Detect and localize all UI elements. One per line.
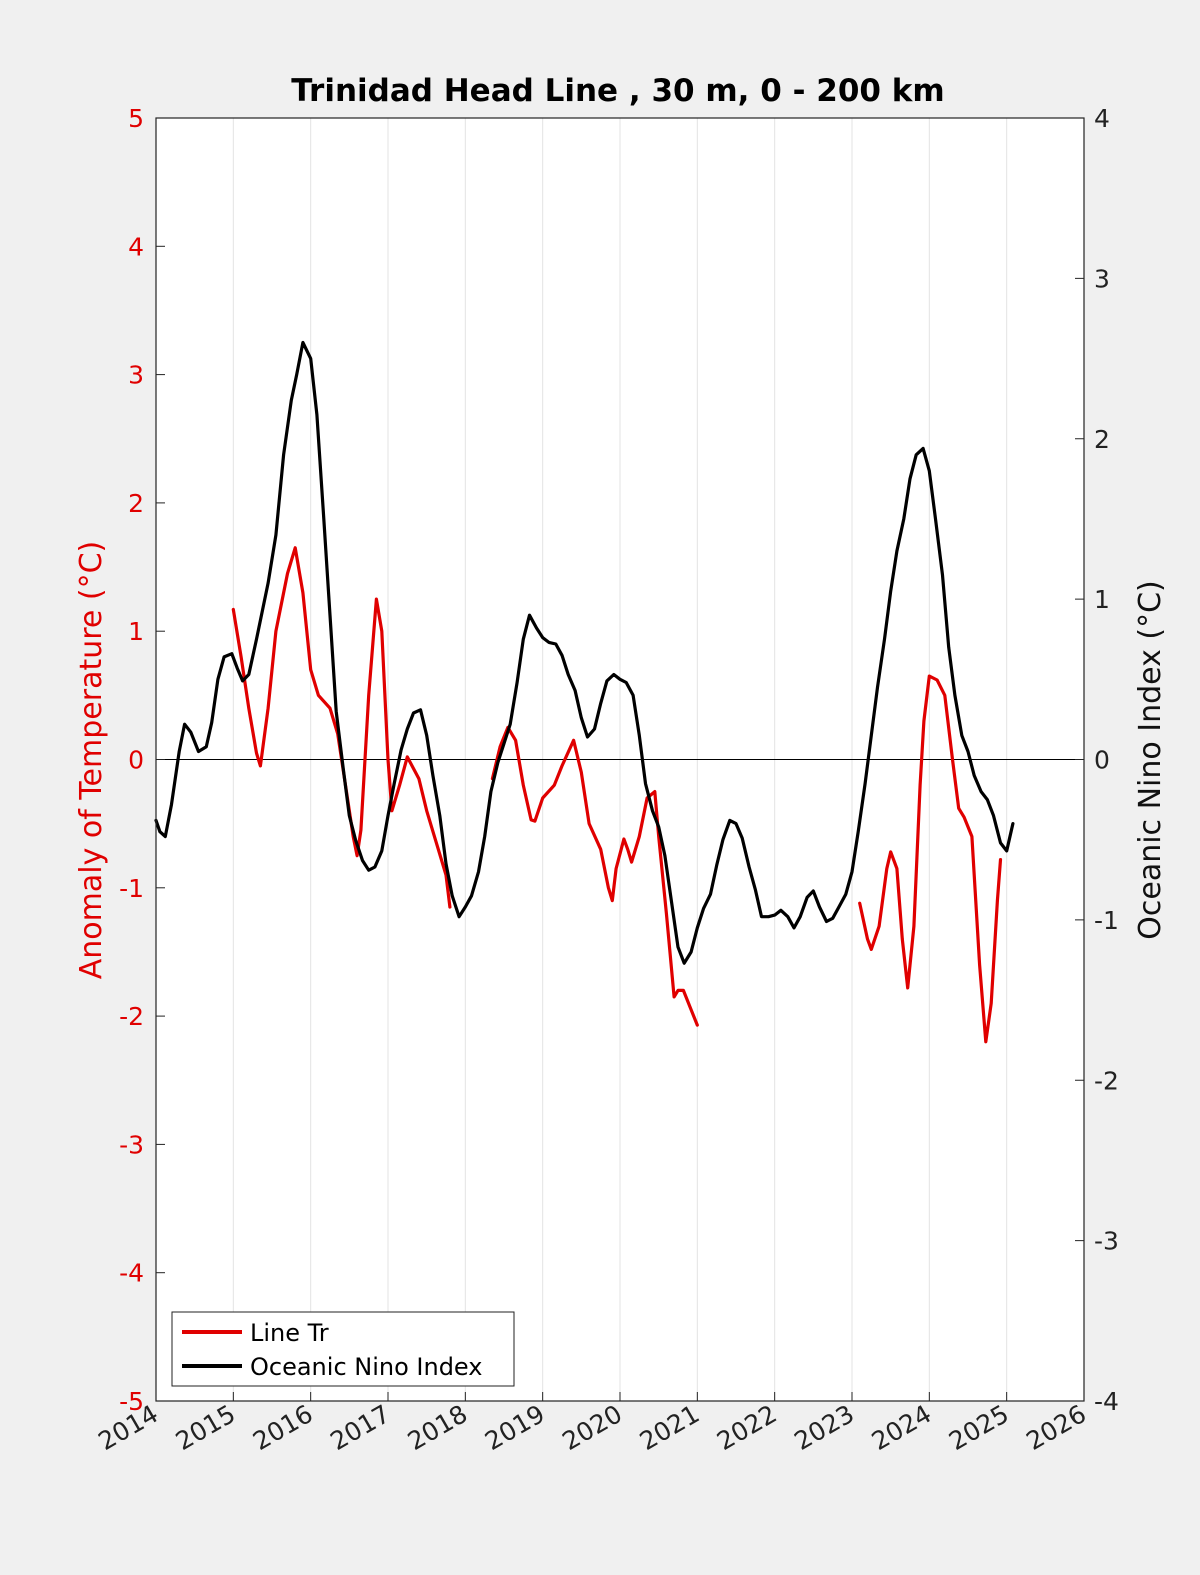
x-tick-label: 2023 (789, 1399, 859, 1456)
left-tick-label: -3 (119, 1130, 144, 1159)
left-tick-label: 0 (128, 746, 144, 775)
x-tick-label: 2017 (325, 1399, 395, 1456)
legend-box (171, 1311, 515, 1387)
left-tick-label: 4 (128, 232, 144, 261)
left-tick-label: 1 (128, 617, 144, 646)
right-tick-label: -2 (1094, 1066, 1119, 1095)
left-tick-label: -1 (119, 874, 144, 903)
series-layer (154, 340, 1015, 1044)
left-tick-label: 5 (128, 104, 144, 133)
left-tick-label: 3 (128, 361, 144, 390)
right-tick-label: 2 (1094, 425, 1110, 454)
x-tick-label: 2015 (171, 1399, 241, 1456)
right-axis-ticks: 4 3 2 1 0 -1 -2 -3 -4 (1075, 104, 1119, 1416)
right-tick-label: -3 (1094, 1227, 1119, 1256)
left-tick-label: -5 (119, 1387, 144, 1416)
x-tick-label: 2024 (867, 1399, 937, 1456)
line-tr-series-line-1 (490, 725, 699, 1027)
right-tick-label: -1 (1094, 906, 1119, 935)
x-tick-label: 2020 (557, 1399, 627, 1456)
x-tick-label: 2019 (480, 1399, 550, 1456)
left-axis-ticks: 5 4 3 2 1 0 -1 -2 -3 -4 -5 (119, 104, 165, 1416)
right-axis-label: Oceanic Nino Index (°C) (1133, 580, 1168, 940)
legend-label-oni: Oceanic Nino Index (250, 1353, 482, 1381)
line-tr-series-line-2 (858, 674, 1003, 1044)
left-tick-label: -2 (119, 1002, 144, 1031)
chart-title: Trinidad Head Line , 30 m, 0 - 200 km (291, 73, 944, 109)
x-tick-label: 2016 (248, 1399, 318, 1456)
right-tick-label: -4 (1094, 1387, 1119, 1416)
left-axis-label: Anomaly of Temperature (°C) (74, 541, 109, 980)
right-tick-label: 3 (1094, 264, 1110, 293)
x-tick-label: 2021 (635, 1399, 705, 1456)
left-tick-label: -4 (119, 1259, 144, 1288)
legend-label-line-tr: Line Tr (250, 1319, 329, 1347)
x-axis-ticks: 2014 2015 2016 2017 2018 2019 2020 2021 2022 2023… (93, 1392, 1091, 1456)
right-tick-label: 4 (1094, 104, 1110, 133)
oceanic-nino-index-series-line-0 (154, 340, 1015, 965)
left-tick-label: 2 (128, 489, 144, 518)
right-tick-label: 1 (1094, 585, 1110, 614)
x-tick-label: 2025 (944, 1399, 1014, 1456)
right-tick-label: 0 (1094, 746, 1110, 775)
legend: Line Tr Oceanic Nino Index (171, 1311, 515, 1387)
x-tick-label: 2022 (712, 1399, 782, 1456)
x-tick-label: 2018 (403, 1399, 473, 1456)
x-tick-label: 2026 (1021, 1399, 1091, 1456)
